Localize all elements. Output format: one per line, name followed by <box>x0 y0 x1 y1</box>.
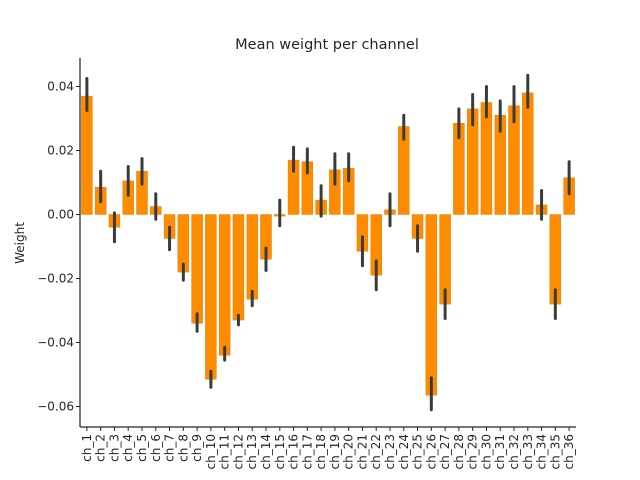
x-tick-label-ch_7: ch_7 <box>163 434 177 462</box>
bar-ch_26 <box>425 214 438 396</box>
y-axis-label: Weight <box>13 222 27 264</box>
x-tick-label-ch_8: ch_8 <box>176 434 190 462</box>
bar-ch_12 <box>232 214 245 321</box>
x-tick-label-ch_14: ch_14 <box>259 434 273 469</box>
x-tick-label-ch_23: ch_23 <box>383 434 397 469</box>
y-tick-label: −0.06 <box>37 400 74 414</box>
x-tick-label-ch_15: ch_15 <box>273 434 287 469</box>
x-tick-label-ch_31: ch_31 <box>493 434 507 469</box>
x-tick-label-ch_29: ch_29 <box>466 434 480 469</box>
x-axis-ticks: ch_1 ch_2 ch_3 ch_4 ch_5 ch_6 ch_7 ch_8 ch_9 ch_1… <box>80 427 576 469</box>
x-tick-label-ch_20: ch_20 <box>342 434 356 469</box>
bar-ch_13 <box>246 214 258 300</box>
bar-ch_33 <box>522 92 534 215</box>
x-tick-label-ch_18: ch_18 <box>314 434 328 469</box>
x-tick-label-ch_24: ch_24 <box>397 434 411 469</box>
y-tick-label: −0.04 <box>37 336 74 350</box>
x-tick-label-ch_35: ch_35 <box>548 434 562 469</box>
x-tick-label-ch_10: ch_10 <box>204 434 218 469</box>
x-tick-label-ch_1: ch_1 <box>80 434 94 462</box>
x-tick-label-ch_13: ch_13 <box>245 434 259 469</box>
x-tick-label-ch_3: ch_3 <box>107 434 121 462</box>
bar-ch_10 <box>205 214 217 380</box>
x-tick-label-ch_22: ch_22 <box>369 434 383 469</box>
bar-ch_1 <box>81 95 93 215</box>
x-tick-label-ch_9: ch_9 <box>190 434 204 462</box>
bar-ch_30 <box>480 102 493 215</box>
x-tick-label-ch_6: ch_6 <box>149 434 163 462</box>
x-tick-label-ch_16: ch_16 <box>287 434 301 469</box>
x-tick-label-ch_5: ch_5 <box>135 434 149 462</box>
x-tick-label-ch_36: ch_36 <box>562 434 576 469</box>
x-tick-label-ch_25: ch_25 <box>411 434 425 469</box>
x-tick-label-ch_33: ch_33 <box>521 434 535 469</box>
bar-ch_11 <box>218 214 231 356</box>
y-tick-label: 0.04 <box>47 80 74 94</box>
x-tick-label-ch_26: ch_26 <box>424 434 438 469</box>
y-tick-label: 0.00 <box>47 208 74 222</box>
y-axis-ticks: 0.04 0.02 0.00 −0.02 −0.04 −0.06 <box>37 80 80 414</box>
x-tick-label-ch_11: ch_11 <box>218 434 232 469</box>
chart-title: Mean weight per channel <box>235 37 419 53</box>
x-tick-label-ch_32: ch_32 <box>507 434 521 469</box>
x-tick-label-ch_4: ch_4 <box>121 434 135 462</box>
x-tick-label-ch_19: ch_19 <box>328 434 342 469</box>
y-tick-label: 0.02 <box>47 144 74 158</box>
bars-group <box>81 92 575 396</box>
x-tick-label-ch_34: ch_34 <box>535 434 549 469</box>
x-tick-label-ch_30: ch_30 <box>479 434 493 469</box>
x-tick-label-ch_28: ch_28 <box>452 434 466 469</box>
x-tick-label-ch_2: ch_2 <box>94 434 108 462</box>
x-tick-label-ch_27: ch_27 <box>438 434 452 469</box>
x-tick-label-ch_21: ch_21 <box>355 434 369 469</box>
y-tick-label: −0.02 <box>37 272 74 286</box>
bar-ch_9 <box>191 214 203 324</box>
x-tick-label-ch_17: ch_17 <box>300 434 314 469</box>
errorbars-group <box>85 73 571 412</box>
x-tick-label-ch_12: ch_12 <box>231 434 245 469</box>
